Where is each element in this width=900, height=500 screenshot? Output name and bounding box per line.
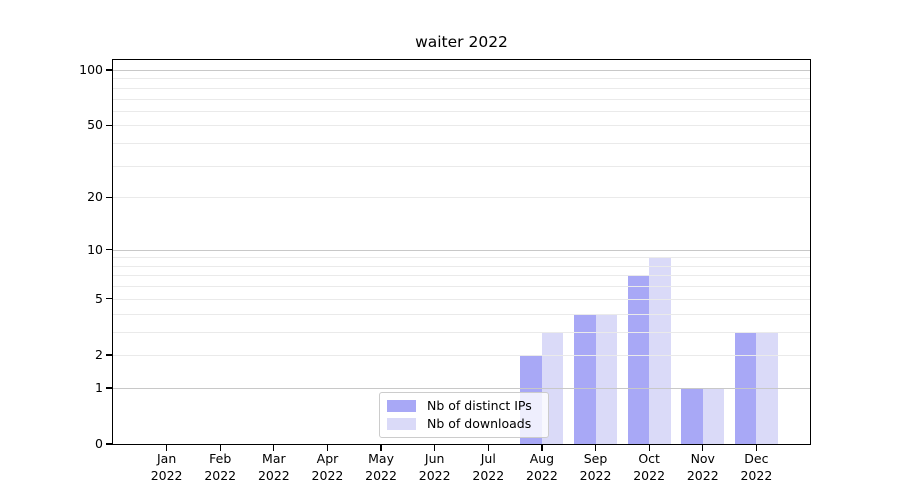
y-tick-label-50: 50 xyxy=(87,117,103,133)
month-label: Jul xyxy=(480,451,496,466)
minor-gridline-5 xyxy=(113,298,810,300)
x-tick-feb xyxy=(219,445,221,451)
y-tick-10 xyxy=(106,249,112,251)
minor-gridline-7 xyxy=(113,275,810,277)
month-label: Jan xyxy=(156,451,177,466)
y-tick-label-1: 1 xyxy=(95,379,103,395)
year-label: 2022 xyxy=(526,467,558,483)
y-tick-label-20: 20 xyxy=(87,189,103,205)
legend-swatch-downloads-icon xyxy=(387,418,416,431)
x-tick-label-sep: Sep 2022 xyxy=(565,451,627,484)
month-label: Aug xyxy=(529,451,555,466)
month-label: Jun xyxy=(424,451,445,466)
chart-title: waiter 2022 xyxy=(415,33,508,51)
y-tick-5 xyxy=(106,298,112,300)
x-tick-label-may: May 2022 xyxy=(350,451,412,484)
year-label: 2022 xyxy=(418,467,451,483)
year-label: 2022 xyxy=(686,467,719,483)
y-tick-0 xyxy=(106,443,112,445)
x-tick-may xyxy=(380,445,382,451)
minor-gridline-90 xyxy=(113,78,810,80)
major-gridline-100 xyxy=(113,70,810,71)
y-tick-label-10: 10 xyxy=(87,241,103,257)
year-label: 2022 xyxy=(633,467,666,483)
x-tick-label-jul: Jul 2022 xyxy=(457,451,519,484)
x-tick-jun xyxy=(434,445,436,451)
plot-area xyxy=(111,58,812,446)
month-label: Dec xyxy=(744,451,769,466)
x-tick-label-nov: Nov 2022 xyxy=(672,451,734,484)
minor-gridline-6 xyxy=(113,286,810,288)
x-tick-jan xyxy=(165,445,168,451)
y-tick-label-0: 0 xyxy=(95,436,103,451)
legend-label-downloads: Nb of downloads xyxy=(427,416,532,432)
x-tick-label-feb: Feb 2022 xyxy=(189,451,251,484)
legend-item-downloads: Nb of downloads xyxy=(387,416,540,433)
bar-downloads-nov xyxy=(702,387,725,444)
bar-distinct-ips-oct xyxy=(627,275,650,444)
y-tick-label-2: 2 xyxy=(95,346,103,362)
legend-item-distinct-ips: Nb of distinct IPs xyxy=(387,397,540,414)
bar-distinct-ips-sep xyxy=(574,313,596,444)
y-tick-label-5: 5 xyxy=(95,290,103,306)
y-tick-100 xyxy=(106,69,112,71)
bar-downloads-sep xyxy=(595,313,618,444)
major-gridline-10 xyxy=(113,249,810,251)
month-label: Apr xyxy=(316,451,339,466)
legend-label-distinct-ips: Nb of distinct IPs xyxy=(427,397,532,413)
year-label: 2022 xyxy=(579,467,612,483)
month-label: Mar xyxy=(262,451,286,466)
month-label: Oct xyxy=(638,451,660,466)
month-label: Sep xyxy=(583,451,608,466)
minor-gridline-20 xyxy=(113,197,810,199)
x-tick-apr xyxy=(326,445,329,451)
x-tick-label-jun: Jun 2022 xyxy=(404,451,466,484)
month-label: Feb xyxy=(209,451,232,466)
minor-gridline-4 xyxy=(113,313,810,315)
year-label: 2022 xyxy=(257,467,290,483)
minor-gridline-3 xyxy=(113,331,810,333)
month-label: May xyxy=(368,451,394,466)
x-tick-dec xyxy=(755,445,758,451)
x-tick-label-aug: Aug 2022 xyxy=(511,451,573,484)
x-tick-label-oct: Oct 2022 xyxy=(618,451,680,484)
minor-gridline-30 xyxy=(113,165,810,167)
minor-gridline-9 xyxy=(113,257,810,259)
y-tick-2 xyxy=(106,354,112,356)
x-tick-label-jan: Jan 2022 xyxy=(136,451,198,484)
bar-downloads-oct xyxy=(649,257,671,444)
year-label: 2022 xyxy=(311,467,344,483)
x-tick-aug xyxy=(541,445,543,451)
minor-gridline-40 xyxy=(113,143,810,145)
y-tick-1 xyxy=(106,387,112,389)
x-tick-nov xyxy=(702,445,704,451)
major-gridline-1 xyxy=(113,387,810,389)
month-label: Nov xyxy=(690,451,715,466)
y-tick-50 xyxy=(106,124,112,127)
minor-gridline-70 xyxy=(113,98,810,100)
x-tick-sep xyxy=(594,445,597,451)
year-label: 2022 xyxy=(365,467,397,483)
year-label: 2022 xyxy=(472,467,505,483)
year-label: 2022 xyxy=(150,467,183,483)
minor-gridline-80 xyxy=(113,87,810,89)
year-label: 2022 xyxy=(204,467,237,483)
x-tick-mar xyxy=(273,445,275,451)
x-tick-label-dec: Dec 2022 xyxy=(725,451,787,484)
year-label: 2022 xyxy=(740,467,773,483)
x-tick-label-mar: Mar 2022 xyxy=(243,451,305,484)
y-tick-label-100: 100 xyxy=(79,62,103,77)
minor-gridline-8 xyxy=(113,265,810,267)
x-tick-label-apr: Apr 2022 xyxy=(296,451,358,484)
x-tick-jul xyxy=(487,445,489,451)
bar-distinct-ips-nov xyxy=(681,387,703,444)
y-tick-20 xyxy=(106,196,112,198)
minor-gridline-50 xyxy=(113,125,810,127)
x-tick-oct xyxy=(648,445,650,451)
minor-gridline-2 xyxy=(113,354,810,356)
minor-gridline-60 xyxy=(113,110,810,112)
legend: Nb of distinct IPs Nb of downloads xyxy=(379,392,549,438)
legend-swatch-distinct-ips-icon xyxy=(387,399,416,412)
